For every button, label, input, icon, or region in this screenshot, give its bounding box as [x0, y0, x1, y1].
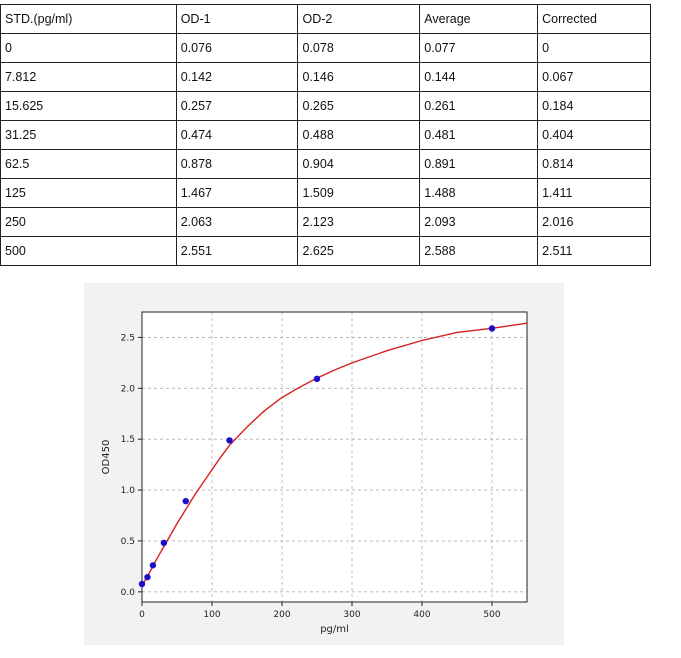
y-tick-label: 0.5 — [121, 537, 135, 547]
data-point — [182, 497, 189, 505]
cell-od1: 0.076 — [175, 33, 299, 63]
table-header-row: STD.(pg/ml) OD-1 OD-2 Average Corrected — [0, 4, 651, 34]
table-row: 15.625 0.257 0.265 0.261 0.184 — [0, 91, 651, 121]
cell-std: 31.25 — [0, 120, 177, 150]
cell-od2: 0.146 — [297, 62, 421, 92]
y-axis-label: OD450 — [101, 440, 112, 475]
header-std: STD.(pg/ml) — [0, 4, 177, 34]
header-corrected: Corrected — [537, 4, 651, 34]
plot-area — [142, 312, 527, 602]
cell-average: 2.093 — [419, 207, 539, 237]
data-point — [226, 437, 233, 444]
cell-corrected: 0.814 — [537, 149, 651, 179]
data-point — [144, 573, 151, 581]
y-tick-label: 2.5 — [121, 333, 135, 343]
table-row: 62.5 0.878 0.904 0.891 0.814 — [0, 149, 651, 179]
cell-corrected: 1.411 — [537, 178, 651, 208]
chart-panel: 0 100 200 300 400 500 0.0 0.5 1.0 1.5 2.0 2.5 pg/ml O… — [84, 283, 564, 645]
x-tick-label: 0 — [139, 610, 145, 620]
plot-frame — [141, 311, 528, 603]
cell-average: 0.261 — [419, 91, 539, 121]
table-row: 7.812 0.142 0.146 0.144 0.067 — [0, 62, 651, 92]
cell-std: 125 — [0, 178, 177, 208]
cell-average: 0.481 — [419, 120, 539, 150]
table-row: 125 1.467 1.509 1.488 1.411 — [0, 178, 651, 208]
cell-od1: 0.878 — [175, 149, 299, 179]
cell-od2: 0.265 — [297, 91, 421, 121]
cell-od2: 1.509 — [297, 178, 421, 208]
x-tick-label: 400 — [413, 610, 430, 620]
cell-average: 0.144 — [419, 62, 539, 92]
header-average: Average — [419, 4, 539, 34]
cell-std: 0 — [0, 33, 177, 63]
header-od1: OD-1 — [175, 4, 299, 34]
x-tick-label: 200 — [273, 610, 290, 620]
y-tick-label: 1.0 — [121, 486, 136, 496]
cell-std: 62.5 — [0, 149, 177, 179]
table-row: 0 0.076 0.078 0.077 0 — [0, 33, 651, 63]
data-point — [313, 375, 321, 383]
data-point — [149, 562, 157, 569]
x-tick-label: 500 — [483, 610, 500, 620]
y-tick-label: 0.0 — [121, 588, 136, 598]
cell-average: 2.588 — [419, 236, 539, 266]
cell-od1: 0.142 — [175, 62, 299, 92]
cell-od2: 0.078 — [297, 33, 421, 63]
cell-std: 500 — [0, 236, 177, 266]
cell-od1: 2.551 — [175, 236, 299, 266]
cell-std: 250 — [0, 207, 177, 237]
cell-od2: 2.123 — [297, 207, 421, 237]
cell-corrected: 0.067 — [537, 62, 651, 92]
table-row: 31.25 0.474 0.488 0.481 0.404 — [0, 120, 651, 150]
cell-od2: 2.625 — [297, 236, 421, 266]
cell-od1: 0.257 — [175, 91, 299, 121]
y-tick-label: 2.0 — [121, 384, 136, 394]
x-tick-label: 300 — [343, 610, 360, 620]
standard-curve-chart: 0 100 200 300 400 500 0.0 0.5 1.0 1.5 2.0 2.5 pg/ml O… — [101, 311, 528, 635]
table-row: 250 2.063 2.123 2.093 2.016 — [0, 207, 651, 237]
cell-od1: 1.467 — [175, 178, 299, 208]
cell-corrected: 2.016 — [537, 207, 651, 237]
cell-corrected: 0.184 — [537, 91, 651, 121]
cell-average: 1.488 — [419, 178, 539, 208]
cell-corrected: 0 — [537, 33, 651, 63]
x-axis-label: pg/ml — [320, 624, 349, 635]
cell-od2: 0.904 — [297, 149, 421, 179]
cell-std: 7.812 — [0, 62, 177, 92]
cell-od1: 2.063 — [175, 207, 299, 237]
header-od2: OD-2 — [297, 4, 421, 34]
cell-average: 0.077 — [419, 33, 539, 63]
data-point — [160, 539, 168, 547]
cell-average: 0.891 — [419, 149, 539, 179]
cell-corrected: 0.404 — [537, 120, 651, 150]
cell-std: 15.625 — [0, 91, 177, 121]
cell-od1: 0.474 — [175, 120, 299, 150]
data-point — [138, 580, 146, 588]
data-point — [488, 325, 496, 332]
cell-corrected: 2.511 — [537, 236, 651, 266]
x-tick-label: 100 — [203, 610, 220, 620]
standard-data-table: STD.(pg/ml) OD-1 OD-2 Average Corrected 0 0.07… — [0, 4, 651, 266]
y-tick-label: 1.5 — [121, 435, 135, 445]
cell-od2: 0.488 — [297, 120, 421, 150]
table-row: 500 2.551 2.625 2.588 2.511 — [0, 236, 651, 266]
fit-curve-line — [141, 322, 528, 587]
